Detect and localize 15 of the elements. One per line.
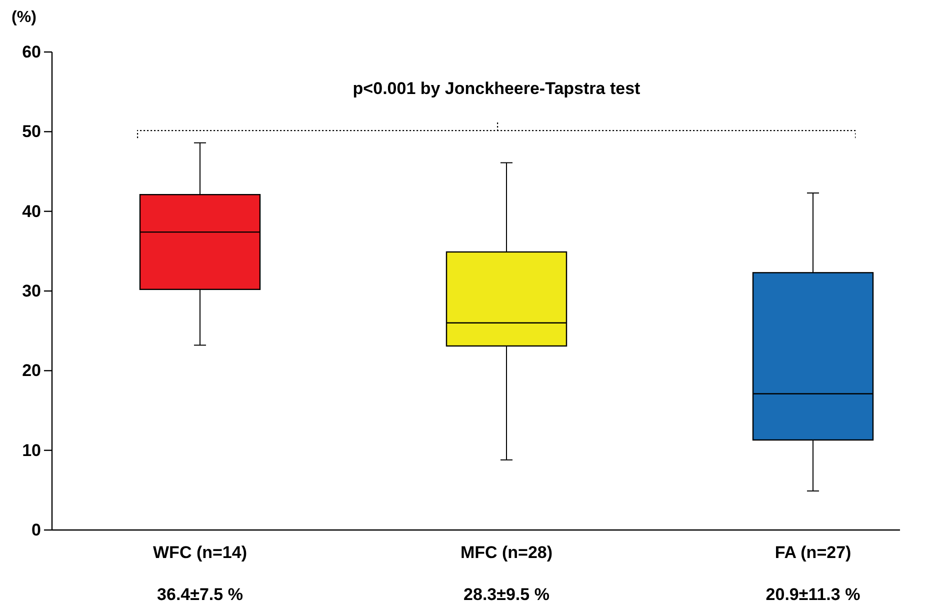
y-tick-label: 50 (22, 122, 41, 142)
y-tick-label: 30 (22, 281, 41, 300)
y-tick-label: 0 (32, 520, 41, 540)
annotation: p<0.001 by Jonckheere-Tapstra test (352, 79, 641, 98)
text: 28.3±9.5 % (464, 585, 550, 604)
y-tick-label: 60 (22, 42, 41, 62)
y-tick-label: 20 (22, 361, 41, 380)
y-tick-label: 40 (22, 202, 41, 221)
y-tick-label: 10 (22, 440, 41, 460)
text: 20.9±11.3 % (766, 585, 860, 604)
y-axis-title: (%) (12, 9, 36, 26)
text: 36.4±7.5 % (157, 585, 243, 604)
x-tick-label: FA (n=27) (774, 543, 852, 562)
x-tick-label: MFC (n=28) (460, 543, 553, 562)
x-tick-label: WFC (n=14) (153, 543, 247, 562)
